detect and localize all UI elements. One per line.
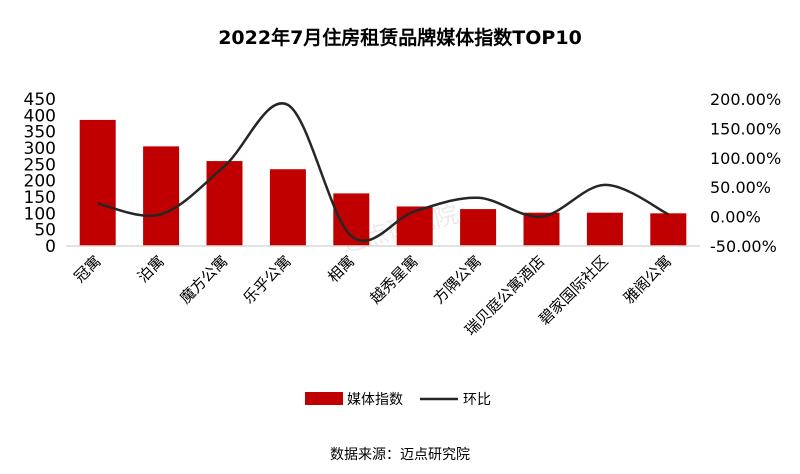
legend: 媒体指数 环比 (305, 392, 491, 408)
bar-相寓 (333, 193, 370, 246)
x-tick-label: 魔方公寓 (176, 252, 231, 307)
bar-方隅公寓 (460, 209, 497, 246)
x-tick-label: 越秀星寓 (366, 252, 421, 307)
right-tick-label: -50.00% (710, 237, 777, 256)
right-tick-label: 150.00% (710, 119, 781, 138)
left-tick-label: 450 (24, 90, 56, 110)
x-tick-label: 泊寓 (134, 252, 168, 286)
bar-乐乎公寓 (269, 169, 306, 246)
left-tick-label: 250 (24, 155, 56, 175)
right-tick-label: 100.00% (710, 149, 781, 168)
bar-碧家国际社区 (586, 212, 623, 246)
left-tick-label: 200 (24, 172, 56, 192)
series-line-环比 (97, 102, 669, 243)
left-tick-label: 100 (24, 204, 56, 224)
left-tick-label: 150 (24, 188, 56, 208)
chart-title: 2022年7月住房租赁品牌媒体指数TOP10 (218, 26, 582, 49)
left-tick-label: 50 (34, 221, 56, 241)
source-note: 数据来源：迈点研究院 (330, 447, 470, 463)
right-tick-label: 200.00% (710, 90, 781, 109)
left-tick-label: 0 (45, 237, 56, 257)
legend-swatch-bar (305, 392, 343, 405)
right-tick-label: 0.00% (710, 208, 761, 227)
x-tick-label: 方隅公寓 (430, 252, 485, 307)
x-tick-label: 雅阁公寓 (620, 252, 675, 307)
left-tick-label: 400 (24, 106, 56, 126)
legend-label-bar: 媒体指数 (347, 392, 403, 408)
right-tick-label: 50.00% (710, 178, 771, 197)
bar-雅阁公寓 (650, 213, 687, 246)
bar-泊寓 (143, 146, 180, 246)
legend-label-line: 环比 (463, 392, 491, 408)
bar-瑞贝庭公寓酒店 (523, 212, 560, 246)
bar-越秀星寓 (396, 206, 433, 246)
bar-魔方公寓 (206, 161, 243, 246)
x-tick-label: 乐乎公寓 (240, 252, 295, 307)
left-tick-label: 300 (24, 139, 56, 159)
left-tick-label: 350 (24, 123, 56, 143)
bar-冠寓 (79, 119, 116, 246)
x-tick-label: 冠寓 (71, 252, 105, 286)
x-tick-label: 相寓 (324, 252, 358, 286)
